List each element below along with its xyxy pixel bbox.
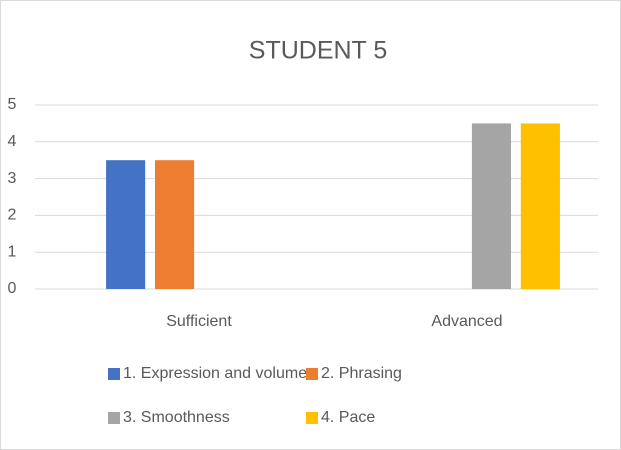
legend-label: 1. Expression and volume (123, 365, 307, 382)
legend-swatch (108, 412, 120, 424)
y-tick-label: 5 (8, 96, 17, 113)
y-tick-label: 3 (8, 170, 17, 187)
y-tick-label: 4 (8, 133, 17, 150)
x-tick-label: Sufficient (166, 313, 232, 330)
legend-swatch (306, 412, 318, 424)
legend-swatch (108, 368, 120, 380)
y-tick-label: 0 (8, 280, 17, 297)
y-tick-label: 2 (8, 207, 17, 224)
bar (520, 123, 560, 290)
bar (106, 160, 146, 289)
legend-label: 2. Phrasing (321, 365, 402, 382)
legend-label: 3. Smoothness (123, 409, 230, 426)
chart-title: STUDENT 5 (249, 37, 387, 65)
legend-label: 4. Pace (321, 409, 375, 426)
bar (471, 123, 512, 290)
y-tick-label: 1 (8, 243, 17, 260)
x-tick-label: Advanced (431, 313, 502, 330)
legend-swatch (306, 368, 318, 380)
bar (154, 160, 195, 289)
